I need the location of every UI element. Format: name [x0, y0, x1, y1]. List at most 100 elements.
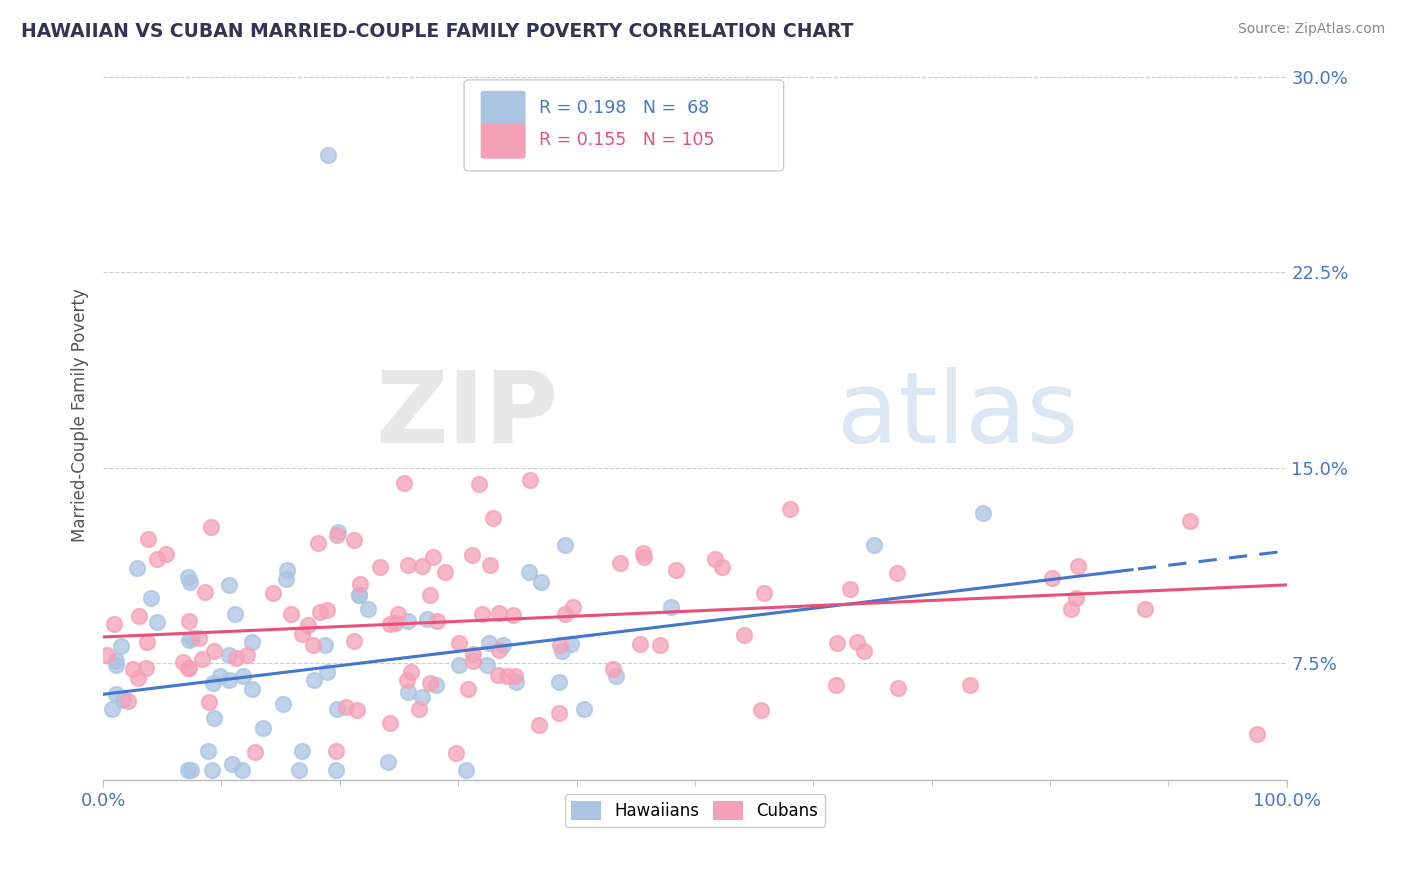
Point — [177, 660, 200, 674]
Text: Source: ZipAtlas.com: Source: ZipAtlas.com — [1237, 22, 1385, 37]
Point — [862, 539, 884, 553]
Point — [125, 560, 148, 574]
Point — [326, 528, 349, 542]
Point — [419, 675, 441, 690]
Point — [852, 644, 875, 658]
Point — [191, 652, 214, 666]
Text: HAWAIIAN VS CUBAN MARRIED-COUPLE FAMILY POVERTY CORRELATION CHART: HAWAIIAN VS CUBAN MARRIED-COUPLE FAMILY … — [21, 22, 853, 41]
Point — [488, 643, 510, 657]
Point — [276, 564, 298, 578]
Point — [135, 635, 157, 649]
Text: R = 0.155   N = 105: R = 0.155 N = 105 — [538, 131, 714, 150]
Point — [347, 588, 370, 602]
Point — [291, 627, 314, 641]
Point — [749, 703, 772, 717]
Point — [547, 675, 569, 690]
Point — [433, 565, 456, 579]
Point — [349, 576, 371, 591]
FancyBboxPatch shape — [464, 80, 783, 171]
Point — [218, 578, 240, 592]
Point — [141, 591, 163, 605]
Point — [519, 473, 541, 487]
Point — [548, 638, 571, 652]
Point — [177, 570, 200, 584]
Point — [447, 657, 470, 672]
Point — [316, 148, 339, 162]
Point — [236, 648, 259, 662]
Point — [605, 669, 627, 683]
Point — [122, 663, 145, 677]
Point — [396, 614, 419, 628]
Point — [181, 631, 204, 645]
Point — [146, 551, 169, 566]
Point — [471, 607, 494, 621]
Point — [461, 647, 484, 661]
Point — [110, 639, 132, 653]
Point — [194, 584, 217, 599]
Point — [419, 588, 441, 602]
Point — [384, 616, 406, 631]
Legend: Hawaiians, Cubans: Hawaiians, Cubans — [565, 794, 825, 827]
Point — [128, 608, 150, 623]
Point — [399, 665, 422, 679]
Point — [628, 637, 651, 651]
Point — [824, 678, 846, 692]
Point — [396, 684, 419, 698]
Point — [325, 763, 347, 777]
Point — [198, 695, 221, 709]
Point — [517, 565, 540, 579]
Point — [1178, 514, 1201, 528]
Point — [243, 744, 266, 758]
Point — [665, 564, 688, 578]
Point — [886, 566, 908, 580]
Point — [887, 681, 910, 695]
Point — [155, 548, 177, 562]
Point — [972, 506, 994, 520]
Point — [172, 655, 194, 669]
Point — [117, 694, 139, 708]
Point — [343, 633, 366, 648]
Point — [240, 635, 263, 649]
Point — [609, 557, 631, 571]
Point — [274, 572, 297, 586]
Point — [325, 744, 347, 758]
Point — [378, 715, 401, 730]
Point — [554, 538, 576, 552]
Point — [225, 650, 247, 665]
Point — [335, 700, 357, 714]
Point — [530, 574, 553, 589]
Point — [839, 582, 862, 596]
Point — [477, 657, 499, 672]
Point — [449, 636, 471, 650]
Point — [1246, 727, 1268, 741]
Text: R = 0.198   N =  68: R = 0.198 N = 68 — [538, 99, 709, 117]
Point — [492, 638, 515, 652]
Point — [631, 546, 654, 560]
Point — [202, 711, 225, 725]
Point — [1067, 558, 1090, 573]
Point — [218, 648, 240, 662]
Point — [221, 757, 243, 772]
Point — [291, 743, 314, 757]
Point — [733, 628, 755, 642]
Point — [349, 588, 371, 602]
Point — [357, 601, 380, 615]
Point — [326, 702, 349, 716]
Point — [457, 682, 479, 697]
Point — [454, 763, 477, 777]
Point — [482, 510, 505, 524]
Point — [370, 559, 392, 574]
Point — [461, 654, 484, 668]
Point — [343, 533, 366, 547]
FancyBboxPatch shape — [481, 124, 526, 159]
Point — [1060, 602, 1083, 616]
Point — [197, 744, 219, 758]
Point — [408, 702, 430, 716]
Point — [633, 549, 655, 564]
Point — [179, 661, 201, 675]
Point — [179, 614, 201, 628]
Point — [136, 532, 159, 546]
Point — [505, 675, 527, 690]
Point — [710, 559, 733, 574]
Point — [416, 612, 439, 626]
